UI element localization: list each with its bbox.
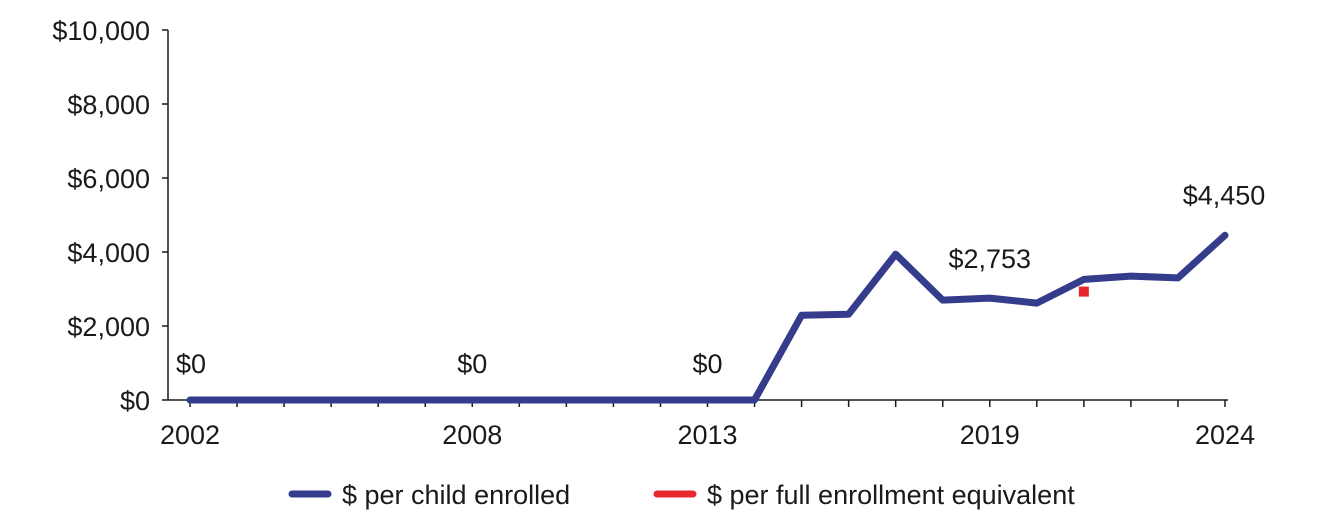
x-tick-label: 2013 bbox=[677, 420, 737, 450]
y-tick-label: $4,000 bbox=[67, 238, 150, 268]
data-label: $0 bbox=[457, 349, 487, 379]
y-tick-label: $2,000 bbox=[67, 312, 150, 342]
legend-label: $ per full enrollment equivalent bbox=[707, 480, 1075, 510]
data-label: $0 bbox=[692, 349, 722, 379]
plot-area bbox=[186, 231, 1229, 404]
y-tick-label: $6,000 bbox=[67, 164, 150, 194]
x-tick-label: 2024 bbox=[1195, 420, 1255, 450]
legend-label: $ per child enrolled bbox=[342, 480, 570, 510]
x-axis: 2002 2008 2013 2019 2024 bbox=[160, 399, 1255, 450]
series-point-per-full-enrollment-equivalent bbox=[1078, 286, 1089, 297]
series-line-per-child-enrolled bbox=[186, 231, 1229, 404]
y-tick-label: $8,000 bbox=[67, 90, 150, 120]
y-axis: $0 $2,000 $4,000 $6,000 $8,000 $10,000 bbox=[52, 16, 169, 416]
data-label: $2,753 bbox=[948, 244, 1031, 274]
data-label: $4,450 bbox=[1183, 180, 1266, 210]
x-tick-label: 2008 bbox=[442, 420, 502, 450]
x-tick-label: 2019 bbox=[960, 420, 1020, 450]
data-label: $0 bbox=[176, 349, 206, 379]
y-tick-label: $10,000 bbox=[52, 16, 150, 46]
legend: $ per child enrolled $ per full enrollmen… bbox=[288, 480, 1075, 510]
y-tick-label: $0 bbox=[120, 386, 150, 416]
data-labels: $0 $0 $0 $2,753 $4,450 bbox=[176, 180, 1265, 379]
x-tick-label: 2002 bbox=[160, 420, 220, 450]
